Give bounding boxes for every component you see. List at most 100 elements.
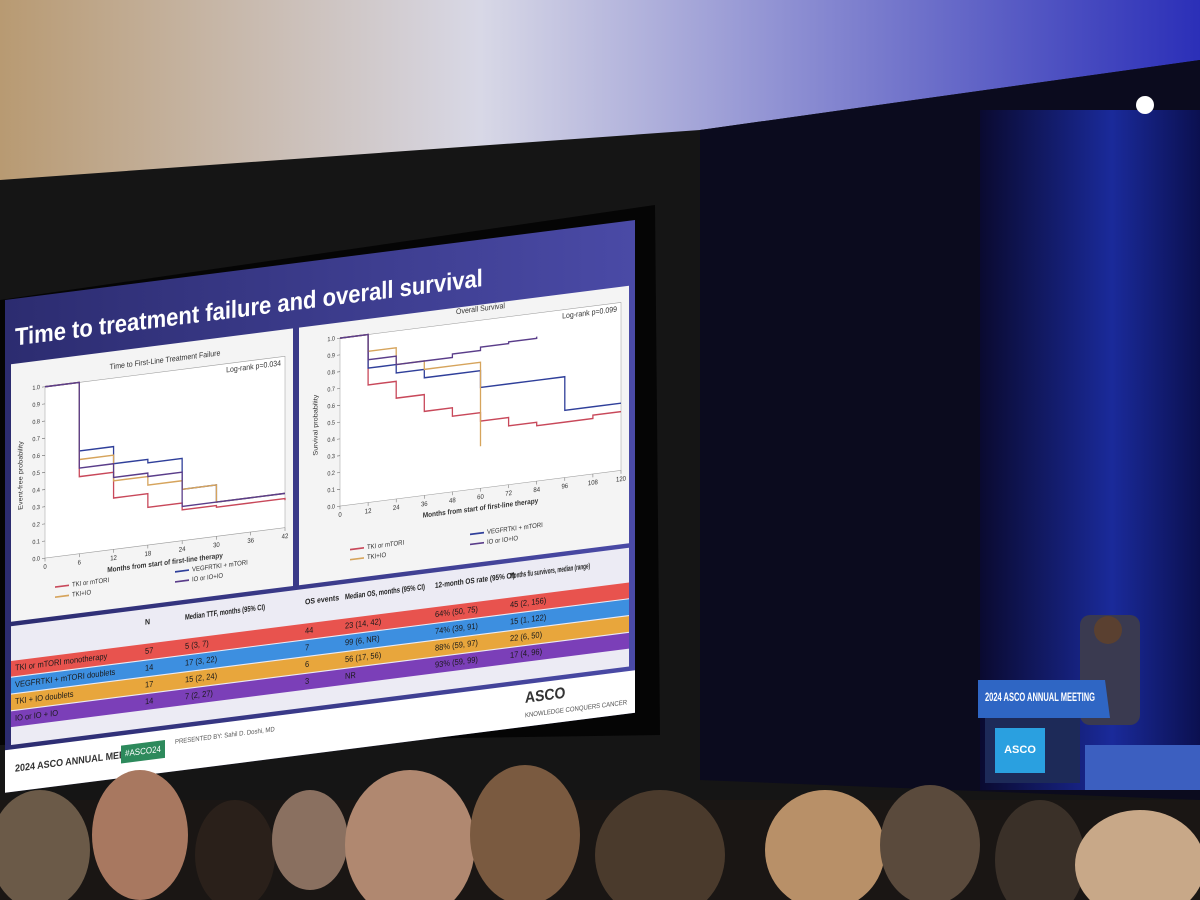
x-tick-label: 36 xyxy=(421,500,428,508)
table-cell: 6 xyxy=(305,659,310,669)
plot-area xyxy=(44,355,286,559)
y-tick-label: 0.3 xyxy=(327,454,335,461)
footer-logo: ASCO xyxy=(525,685,565,707)
legend-swatch xyxy=(175,569,189,573)
y-tick-label: 0.7 xyxy=(32,436,40,443)
legend-label: TKI+IO xyxy=(72,589,91,599)
speaker-head xyxy=(1094,616,1122,644)
head xyxy=(470,765,580,900)
table-cell: 3 xyxy=(305,676,310,686)
table-cell: 14 xyxy=(145,696,154,707)
x-tick-label: 36 xyxy=(247,537,254,545)
table-cell: 15 (2, 24) xyxy=(185,671,217,685)
table-cell: 15 (1, 122) xyxy=(510,612,547,626)
podium-screen-text: ASCO xyxy=(1004,744,1036,756)
survival-curve xyxy=(45,381,285,508)
y-tick-label: 0.0 xyxy=(32,556,40,563)
y-tick-label: 0.2 xyxy=(327,471,335,478)
table-cell: 22 (6, 50) xyxy=(510,630,542,644)
survival-curve xyxy=(340,333,621,412)
podium-top xyxy=(978,680,1110,718)
x-tick-label: 120 xyxy=(616,475,626,484)
table-row xyxy=(11,632,629,728)
head xyxy=(272,790,348,890)
y-axis-label: Event-free probability xyxy=(18,440,25,510)
table-cell: 57 xyxy=(145,646,154,657)
x-tick-label: 6 xyxy=(78,559,82,567)
table-cell: 7 (2, 27) xyxy=(185,688,213,701)
table-cell: 23 (14, 42) xyxy=(345,617,382,631)
head xyxy=(595,790,725,900)
table-header: N xyxy=(145,617,150,627)
table-cell: 5 (3, 7) xyxy=(185,639,209,652)
ceiling xyxy=(0,0,1200,180)
legend-swatch xyxy=(470,541,484,546)
y-tick-label: 0.5 xyxy=(32,470,40,477)
y-tick-label: 0.4 xyxy=(327,437,335,444)
audience xyxy=(0,765,1200,900)
y-tick-label: 0.8 xyxy=(32,419,40,426)
table-cell: NR xyxy=(345,670,356,681)
y-tick-label: 0.4 xyxy=(32,488,40,495)
slide: Time to treatment failure and overall su… xyxy=(5,219,635,793)
table-cell: 45 (2, 156) xyxy=(510,596,547,610)
head xyxy=(92,770,188,900)
legend-swatch xyxy=(175,579,189,583)
table-cell: 17 (4, 96) xyxy=(510,647,542,661)
podium-sign: 2024 ASCO ANNUAL MEETING xyxy=(985,690,1095,704)
y-tick-label: 0.1 xyxy=(327,487,335,494)
podium: 2024 ASCO ANNUAL MEETING ASCO xyxy=(978,615,1200,790)
head xyxy=(765,790,885,900)
y-tick-label: 0.6 xyxy=(32,453,40,460)
head xyxy=(880,785,980,900)
y-tick-label: 0.0 xyxy=(327,504,335,511)
table-cell: 56 (17, 56) xyxy=(345,650,382,664)
y-tick-label: 0.3 xyxy=(32,505,40,512)
table-cell: 17 xyxy=(145,679,154,690)
survival-curve xyxy=(340,333,538,366)
legend-label: IO or IO+IO xyxy=(192,572,223,583)
hashtag-box xyxy=(121,740,165,764)
x-tick-label: 108 xyxy=(588,479,598,488)
x-tick-label: 42 xyxy=(282,533,289,541)
table-row xyxy=(11,599,629,694)
x-tick-label: 48 xyxy=(449,497,456,505)
table-cell: 7 xyxy=(305,643,310,653)
legend-label: IO or IO+IO xyxy=(487,535,518,546)
head xyxy=(0,790,90,900)
head xyxy=(345,770,475,900)
spotlight xyxy=(1136,96,1154,114)
y-tick-label: 0.6 xyxy=(327,403,335,410)
y-tick-label: 0.8 xyxy=(327,370,335,377)
head xyxy=(195,800,275,900)
y-tick-label: 0.9 xyxy=(32,402,40,409)
legend-swatch xyxy=(470,531,484,536)
x-tick-label: 60 xyxy=(477,493,484,501)
x-tick-label: 96 xyxy=(561,483,568,491)
x-tick-label: 0 xyxy=(43,563,47,571)
x-tick-label: 72 xyxy=(505,490,512,498)
x-tick-label: 12 xyxy=(365,508,372,516)
legend-label: TKI+IO xyxy=(367,552,386,562)
x-tick-label: 30 xyxy=(213,541,220,549)
y-tick-label: 0.7 xyxy=(327,387,335,394)
head xyxy=(1075,810,1200,900)
head xyxy=(995,800,1085,900)
x-tick-label: 24 xyxy=(179,546,186,554)
table-skirt xyxy=(1085,745,1200,790)
y-axis-label: Survival probability xyxy=(313,394,320,456)
legend-swatch xyxy=(55,584,69,588)
x-tick-label: 84 xyxy=(533,486,540,494)
x-tick-label: 12 xyxy=(110,554,117,562)
footer xyxy=(5,670,635,793)
y-tick-label: 0.2 xyxy=(32,522,40,529)
table-cell: 14 xyxy=(145,662,154,673)
table-cell: 44 xyxy=(305,625,314,636)
y-tick-label: 0.1 xyxy=(32,539,40,546)
y-tick-label: 1.0 xyxy=(327,336,335,343)
legend-swatch xyxy=(350,557,364,561)
x-tick-label: 18 xyxy=(145,550,152,558)
table-cell: 17 (3, 22) xyxy=(185,654,217,668)
